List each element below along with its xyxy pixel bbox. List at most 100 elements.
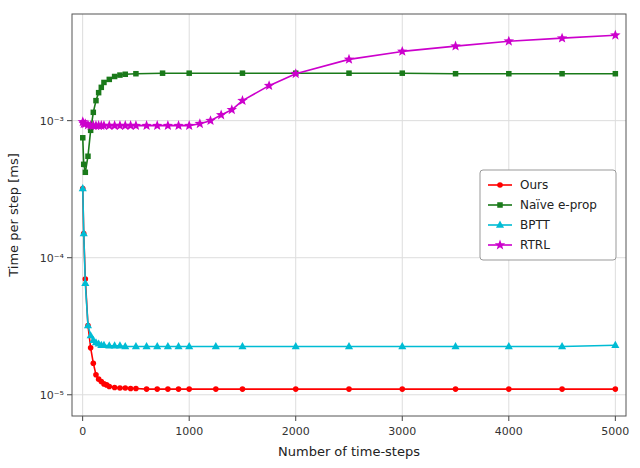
grid <box>72 14 626 416</box>
point <box>91 110 97 116</box>
point <box>112 74 118 80</box>
point <box>112 385 118 391</box>
series <box>79 184 620 349</box>
point <box>186 70 192 76</box>
legend-marker <box>497 182 503 188</box>
point <box>398 342 406 349</box>
frame <box>72 14 626 416</box>
point <box>400 70 406 76</box>
point <box>143 342 151 349</box>
series-line <box>83 73 616 172</box>
point <box>96 90 102 96</box>
point <box>176 386 182 392</box>
point <box>107 77 113 83</box>
point <box>165 386 171 392</box>
point <box>101 80 107 86</box>
point <box>227 104 237 114</box>
point <box>212 342 220 349</box>
point <box>293 386 299 392</box>
tick-label: 4000 <box>495 425 523 438</box>
tick <box>189 416 190 421</box>
point <box>451 342 459 349</box>
data <box>78 30 621 392</box>
point <box>80 135 86 141</box>
point <box>132 342 140 349</box>
point <box>117 72 123 78</box>
legend-marker <box>497 202 503 208</box>
grid-line <box>72 120 626 121</box>
point <box>240 70 246 76</box>
point <box>611 341 619 348</box>
tick-label: 10⁻³ <box>40 115 64 128</box>
legend-label: Ours <box>520 178 548 192</box>
point <box>174 342 182 349</box>
tick-label: 2000 <box>282 425 310 438</box>
point <box>133 386 139 392</box>
point <box>506 71 512 77</box>
legend-box <box>480 170 616 260</box>
point <box>186 386 192 392</box>
point <box>345 342 353 349</box>
point <box>81 279 89 286</box>
series <box>78 30 621 130</box>
legend: OursNaïve e-propBPTTRTRL <box>480 170 616 260</box>
point <box>85 153 91 159</box>
tick-label: 3000 <box>388 425 416 438</box>
tick <box>67 394 72 395</box>
legend-label: Naïve e-prop <box>520 198 597 212</box>
series <box>80 70 618 175</box>
tick <box>615 416 616 421</box>
point <box>613 71 619 77</box>
tick-label: 0 <box>79 425 86 438</box>
point <box>84 321 92 328</box>
tick <box>402 416 403 421</box>
point <box>131 120 141 130</box>
point <box>504 36 514 46</box>
point <box>506 386 512 392</box>
point <box>505 342 513 349</box>
point <box>160 70 166 76</box>
plot-area <box>72 14 626 416</box>
point <box>93 98 99 104</box>
tick <box>67 120 72 121</box>
point <box>195 118 205 128</box>
point <box>123 72 128 78</box>
point <box>88 345 94 351</box>
point <box>450 41 460 51</box>
tick-label: 1000 <box>175 425 203 438</box>
point <box>128 386 134 392</box>
point <box>238 342 246 349</box>
point <box>133 71 139 77</box>
point <box>397 46 407 56</box>
point <box>344 54 354 64</box>
point <box>453 71 459 77</box>
point <box>216 109 226 119</box>
point <box>79 184 87 191</box>
point <box>153 342 161 349</box>
point <box>106 384 112 390</box>
point <box>292 342 300 349</box>
point <box>399 386 405 392</box>
tick-label: 10⁻⁵ <box>40 389 64 402</box>
legend-marker <box>496 221 504 228</box>
point <box>346 70 352 76</box>
tick-label: 5000 <box>601 425 629 438</box>
legend-label: BPTT <box>520 218 551 232</box>
point <box>141 120 151 130</box>
point <box>184 120 194 130</box>
tick-label: 10⁻⁴ <box>40 252 65 265</box>
point <box>121 342 129 349</box>
point <box>91 360 97 366</box>
point <box>237 95 247 105</box>
y-axis-label: Time per step [ms] <box>6 153 21 278</box>
point <box>164 342 172 349</box>
series-line <box>83 35 616 125</box>
point <box>122 385 128 391</box>
legend-marker <box>495 240 505 250</box>
point <box>117 385 123 391</box>
tick <box>508 416 509 421</box>
point <box>346 386 352 392</box>
tick <box>67 257 72 258</box>
point <box>83 170 89 176</box>
point <box>291 68 301 78</box>
